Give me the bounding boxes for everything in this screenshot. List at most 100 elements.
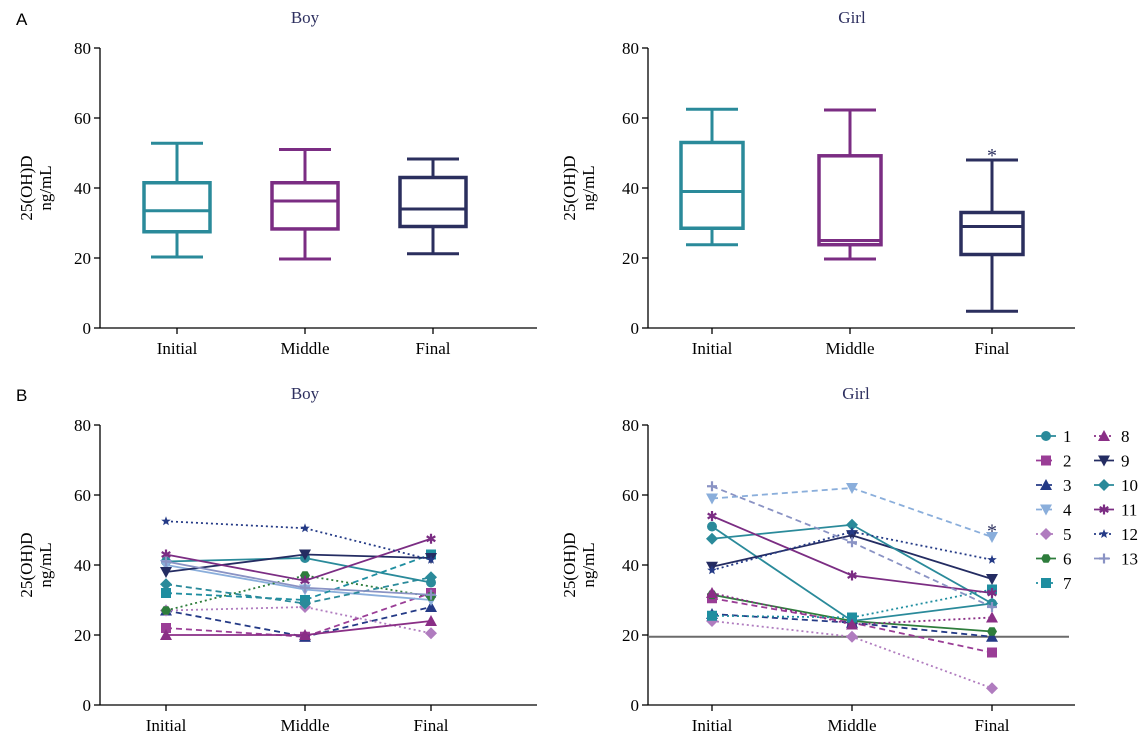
y-axis-label-line1: 25(OH)D — [560, 532, 579, 597]
marker-triangle — [986, 630, 998, 642]
y-tick-label: 20 — [622, 626, 639, 645]
series-10 — [160, 571, 437, 610]
y-axis-label-line2: ng/mL — [579, 165, 598, 210]
legend-label: 3 — [1063, 476, 1072, 495]
y-axis-label-line2: ng/mL — [36, 165, 55, 210]
chart-title: Girl — [838, 8, 866, 27]
y-tick-label: 20 — [74, 626, 91, 645]
legend-item-4: 4 — [1036, 501, 1072, 520]
marker-square — [987, 647, 997, 658]
legend-label: 4 — [1063, 501, 1072, 520]
y-axis-label-line2: ng/mL — [36, 542, 55, 587]
marker-tri-down — [986, 532, 998, 543]
marker-stroke — [300, 577, 310, 585]
marker-hexagon — [300, 571, 310, 580]
x-tick-label: Initial — [692, 339, 733, 358]
y-axis-label: 25(OH)D ng/mL — [17, 532, 55, 597]
box-initial — [679, 107, 745, 247]
y-tick-label: 60 — [74, 109, 91, 128]
chart-boy-lines: Boy 0 20 40 60 80 Initial Middle Final 25(OH)D ng/… — [17, 384, 537, 734]
marker-plus — [161, 556, 171, 567]
series-8 — [706, 587, 998, 630]
marker-hexagon — [1041, 554, 1051, 563]
significance-star: * — [987, 520, 997, 542]
marker-triangle — [986, 611, 998, 623]
box-initial — [142, 141, 212, 259]
box-middle — [270, 148, 340, 261]
series-line — [166, 620, 432, 636]
marker-triangle — [425, 615, 437, 626]
series-5 — [160, 601, 437, 640]
x-tick-label: Middle — [827, 716, 876, 734]
x-tick-label: Final — [414, 716, 449, 734]
series-8 — [160, 615, 437, 640]
marker-circle — [707, 521, 717, 532]
y-tick-label: 40 — [622, 179, 639, 198]
chart-title: Boy — [291, 8, 320, 27]
box-iqr — [270, 181, 340, 231]
marker-diamond — [986, 682, 998, 695]
marker-square — [161, 588, 171, 598]
y-tick-label: 80 — [622, 416, 639, 435]
y-tick-label: 40 — [622, 556, 639, 575]
marker-plus — [987, 602, 997, 612]
marker-stroke — [426, 535, 436, 543]
legend-label: 1 — [1063, 427, 1072, 446]
marker-triangle — [846, 618, 858, 630]
x-tick-label: Initial — [692, 716, 733, 734]
legend-label: 9 — [1121, 452, 1130, 471]
marker-diamond — [299, 597, 311, 610]
marker-tri-down — [1040, 504, 1052, 516]
legend-item-11: 11 — [1094, 501, 1137, 520]
y-axis-label: 25(OH)D ng/mL — [560, 155, 598, 220]
legend-label: 7 — [1063, 574, 1072, 593]
marker-triangle — [1040, 479, 1052, 490]
box-middle — [817, 108, 883, 261]
marker-star — [847, 526, 857, 536]
series-11 — [707, 511, 997, 598]
y-tick-label: 40 — [74, 556, 91, 575]
marker-plus — [847, 537, 857, 548]
box-iqr — [817, 154, 883, 247]
legend-item-7: 7 — [1036, 574, 1072, 593]
marker-star — [426, 554, 436, 564]
legend-label: 10 — [1121, 476, 1138, 495]
chart-title: Boy — [291, 384, 320, 403]
x-tick-label: Final — [975, 716, 1010, 734]
series-line — [711, 592, 993, 626]
marker-star — [161, 516, 171, 526]
y-tick-label: 80 — [74, 39, 91, 58]
series-11 — [161, 533, 436, 586]
marker-square — [161, 623, 171, 633]
legend-item-5: 5 — [1036, 525, 1072, 544]
legend-item-6: 6 — [1036, 550, 1072, 569]
marker-tri-down — [846, 483, 858, 494]
legend-item-2: 2 — [1036, 452, 1072, 471]
marker-triangle — [160, 629, 172, 640]
series-13 — [707, 481, 997, 612]
box-iqr — [398, 175, 468, 229]
legend-item-10: 10 — [1094, 476, 1138, 495]
marker-asterisk — [1099, 504, 1109, 515]
x-tick-label: Middle — [280, 339, 329, 358]
panel-label-b: B — [16, 386, 27, 405]
y-axis-label-line1: 25(OH)D — [17, 155, 36, 220]
marker-tri-down — [160, 567, 172, 578]
marker-plus — [300, 582, 310, 593]
legend-item-3: 3 — [1036, 476, 1072, 495]
marker-diamond — [425, 627, 437, 640]
box-final — [398, 157, 468, 256]
legend-label: 11 — [1121, 501, 1137, 520]
legend-item-9: 9 — [1094, 452, 1130, 471]
legend-label: 5 — [1063, 525, 1072, 544]
y-axis-label-line2: ng/mL — [579, 542, 598, 587]
legend-item-1: 1 — [1036, 427, 1072, 446]
box-iqr — [142, 181, 212, 234]
y-tick-label: 0 — [631, 696, 640, 715]
y-tick-label: 20 — [74, 249, 91, 268]
legend-item-12: 12 — [1094, 525, 1138, 544]
marker-stroke — [1099, 506, 1109, 513]
marker-diamond — [846, 630, 858, 643]
